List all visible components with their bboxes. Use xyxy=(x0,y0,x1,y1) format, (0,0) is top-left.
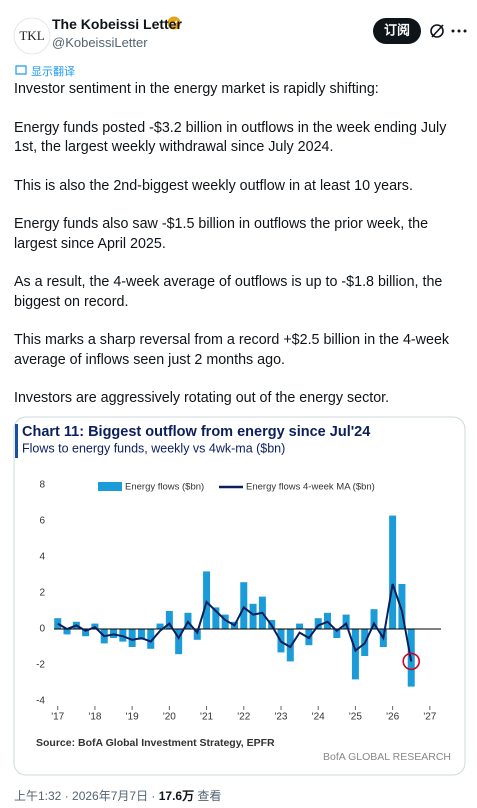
legend-label: Energy flows ($bn) xyxy=(125,482,204,493)
verified-check xyxy=(170,20,178,27)
paragraph: Investors are aggressively rotating out … xyxy=(14,390,390,406)
x-tick-label: '18 xyxy=(88,712,101,723)
x-tick-label: '24 xyxy=(312,712,325,723)
bar xyxy=(221,614,229,629)
bar xyxy=(333,629,341,638)
bar xyxy=(128,629,136,647)
legend-label: Energy flows 4-week MA ($bn) xyxy=(246,482,375,493)
bar xyxy=(342,614,350,629)
bar xyxy=(296,623,304,629)
y-tick-label: 0 xyxy=(39,624,45,635)
y-tick-label: -2 xyxy=(36,660,45,671)
title-accent xyxy=(15,424,18,458)
y-tick-label: 4 xyxy=(39,552,45,563)
paragraph: As a result, the 4-week average of outfl… xyxy=(14,274,443,310)
paragraph: Investor sentiment in the energy market … xyxy=(14,81,379,97)
bar xyxy=(156,623,164,629)
x-tick-label: '26 xyxy=(386,712,399,723)
paragraph: Energy funds also saw -$1.5 billion in o… xyxy=(14,216,429,252)
translate-icon xyxy=(15,65,27,75)
bar xyxy=(165,611,173,629)
paragraph: Energy funds posted -$3.2 billion in out… xyxy=(14,119,447,156)
bar xyxy=(389,515,397,629)
highlight-circle xyxy=(402,652,421,671)
bar xyxy=(175,629,183,655)
footer: 上午1:32 · 2026年7月7日 · 17.6万 查看 xyxy=(14,787,221,804)
bar xyxy=(249,603,257,629)
bar xyxy=(240,582,248,629)
y-tick-label: 8 xyxy=(39,480,45,491)
paragraph: This is also the 2nd-biggest weekly outf… xyxy=(14,177,413,194)
tweet-body: Investor sentiment in the energy market … xyxy=(14,80,466,428)
bar xyxy=(203,571,211,629)
bar xyxy=(314,618,322,629)
chart-card[interactable] xyxy=(13,416,466,776)
source: Source: BofA Global Investment Strategy,… xyxy=(36,737,275,749)
translate-link[interactable]: 显示翻译 xyxy=(31,66,75,78)
y-tick-label: 6 xyxy=(39,516,45,527)
brand: BofA GLOBAL RESEARCH xyxy=(323,751,451,763)
paragraph: This marks a sharp reversal from a recor… xyxy=(14,332,450,368)
bar xyxy=(82,629,90,637)
ma-line xyxy=(57,583,413,662)
x-tick-label: '25 xyxy=(349,712,362,723)
x-tick-label: '17 xyxy=(51,712,64,723)
views-count: 17.6万 xyxy=(158,789,195,803)
views-label: 查看 xyxy=(194,789,222,803)
timestamp[interactable]: 上午1:32 · 2026年7月7日 · xyxy=(14,789,159,803)
x-tick-label: '22 xyxy=(237,712,250,723)
bar xyxy=(370,609,378,629)
y-tick-label: -4 xyxy=(36,696,45,707)
bar xyxy=(193,629,201,640)
bar xyxy=(351,629,359,680)
x-tick-label: '23 xyxy=(274,712,287,723)
legend-swatch xyxy=(98,482,122,491)
bar xyxy=(137,629,145,640)
bar xyxy=(147,629,155,649)
grok-slash xyxy=(431,24,444,38)
author-handle[interactable]: @KobeissiLetter xyxy=(52,35,148,50)
avatar-text: TKL xyxy=(19,28,44,43)
more-icon[interactable] xyxy=(451,29,467,33)
y-tick-label: 2 xyxy=(39,588,45,599)
subscribe-label: 订阅 xyxy=(384,22,410,37)
x-tick-label: '27 xyxy=(423,712,436,723)
bar xyxy=(212,607,220,629)
chart-subtitle: Flows to energy funds, weekly vs 4wk-ma … xyxy=(22,441,285,455)
bar xyxy=(63,629,71,635)
author-name[interactable]: The Kobeissi Letter xyxy=(52,16,182,32)
chart-title: Chart 11: Biggest outflow from energy si… xyxy=(22,424,370,440)
grok-icon[interactable] xyxy=(430,24,444,38)
avatar[interactable] xyxy=(13,17,51,55)
x-tick-label: '20 xyxy=(163,712,176,723)
subscribe-button[interactable] xyxy=(373,18,421,44)
x-tick-label: '21 xyxy=(200,712,213,723)
x-tick-label: '19 xyxy=(126,712,139,723)
bar xyxy=(398,584,406,629)
